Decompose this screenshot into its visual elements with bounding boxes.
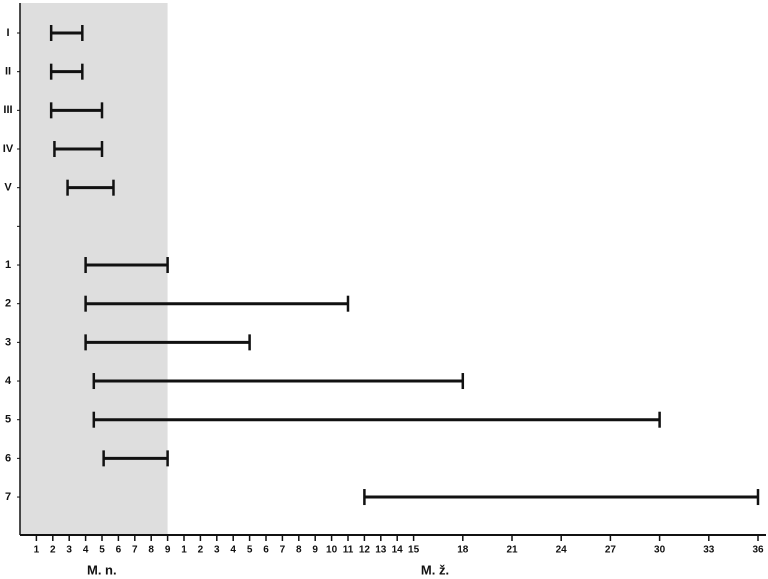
x-tick-label: 18 [457,545,469,556]
x-tick-label: 33 [703,545,715,556]
x-tick-label: 8 [148,545,154,556]
x-tick-label: 3 [214,545,220,556]
x-tick-label: 14 [392,545,404,556]
x-tick-label: 7 [132,545,138,556]
x-tick-label: 4 [230,545,236,556]
y-tick-label: 7 [5,491,11,503]
y-tick-label: 2 [5,298,11,310]
x-tick-label: 9 [165,545,171,556]
y-tick-label: 3 [5,336,11,348]
y-tick-label: 1 [5,259,11,271]
y-tick-label: V [4,182,12,194]
shaded-region [20,3,168,535]
y-tick-label: 4 [5,375,12,387]
x-tick-label: 1 [181,545,187,556]
x-tick-label: 1 [34,545,40,556]
x-tick-label: 10 [326,545,338,556]
x-tick-label: 21 [506,545,518,556]
x-tick-label: 24 [556,545,568,556]
y-tick-label: 6 [5,452,11,464]
x-tick-label: 5 [247,545,253,556]
x-tick-label: 12 [359,545,371,556]
x-tick-label: 15 [408,545,420,556]
x-group-label: M. ž. [421,562,449,577]
y-tick-label: III [3,104,12,116]
x-tick-label: 2 [50,545,56,556]
y-tick-label: I [6,27,9,39]
x-group-label: M. n. [87,562,117,577]
x-tick-label: 7 [280,545,286,556]
y-tick-label: II [5,66,11,78]
x-tick-label: 8 [296,545,302,556]
x-tick-label: 9 [312,545,318,556]
x-tick-label: 5 [99,545,105,556]
x-tick-label: 13 [375,545,387,556]
x-tick-label: 3 [66,545,72,556]
x-tick-label: 4 [83,545,89,556]
x-tick-label: 27 [605,545,617,556]
y-tick-label: IV [3,143,14,155]
y-tick-label: 5 [5,414,11,426]
x-tick-label: 11 [343,545,354,556]
x-tick-label: 2 [198,545,204,556]
x-tick-label: 30 [654,545,666,556]
x-tick-label: 6 [116,545,122,556]
x-tick-label: 6 [263,545,269,556]
x-tick-label: 36 [752,545,764,556]
